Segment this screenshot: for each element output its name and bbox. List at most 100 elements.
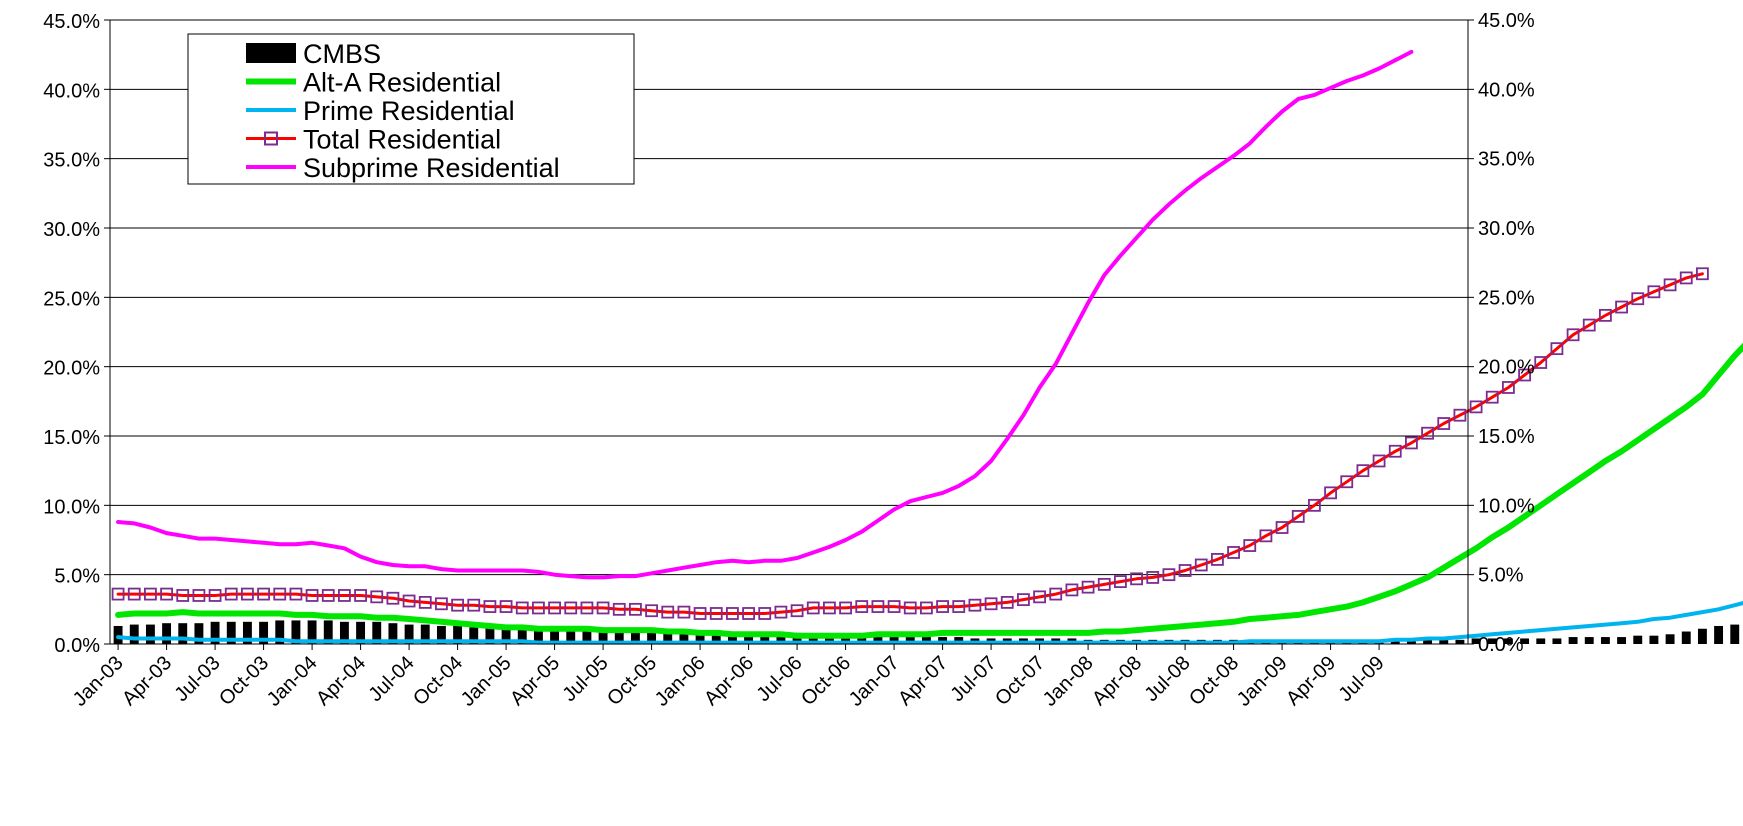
total-residential-marker bbox=[289, 587, 303, 601]
cmbs-bar bbox=[275, 620, 285, 644]
total-residential-marker bbox=[1324, 486, 1337, 500]
total-residential-marker bbox=[774, 605, 788, 619]
cmbs-bar bbox=[776, 632, 786, 644]
cmbs-bar bbox=[1649, 635, 1659, 644]
plot-frame bbox=[109, 19, 1469, 645]
cmbs-bar bbox=[630, 628, 640, 644]
cmbs-bar bbox=[663, 628, 673, 644]
prime-residential-line bbox=[116, 600, 1743, 645]
total-residential-marker bbox=[1097, 577, 1111, 591]
legend-label-alt-a-residential: Alt-A Residential bbox=[303, 68, 501, 98]
cmbs-bar bbox=[954, 637, 964, 644]
cmbs-bar bbox=[323, 620, 333, 644]
total-residential-marker bbox=[564, 601, 578, 615]
cmbs-bar bbox=[566, 627, 576, 644]
cmbs-bar bbox=[1503, 638, 1513, 644]
cmbs-bar bbox=[1536, 638, 1546, 644]
cmbs-bar bbox=[420, 624, 430, 644]
total-residential-marker bbox=[1437, 417, 1451, 430]
cmbs-bar bbox=[372, 621, 382, 644]
cmbs-bar bbox=[1471, 638, 1481, 644]
total-residential-marker bbox=[1291, 510, 1305, 523]
cmbs-bar bbox=[178, 623, 188, 644]
cmbs-bar bbox=[356, 621, 366, 644]
total-residential-marker bbox=[1696, 267, 1709, 281]
cmbs-bar bbox=[857, 635, 867, 644]
y2-tick-label: 20.0% bbox=[1478, 357, 1535, 379]
y-tick-label: 45.0% bbox=[43, 11, 100, 33]
total-residential-marker bbox=[402, 594, 416, 608]
total-residential-marker bbox=[192, 589, 206, 602]
total-residential-marker bbox=[338, 589, 351, 602]
y2-tick-label: 35.0% bbox=[1478, 149, 1535, 171]
total-residential-marker bbox=[386, 591, 400, 605]
y-tick-label: 15.0% bbox=[43, 427, 100, 449]
total-residential-marker bbox=[1340, 475, 1354, 489]
total-residential-marker bbox=[596, 601, 610, 615]
total-residential-marker bbox=[1372, 454, 1386, 468]
cmbs-bar bbox=[921, 637, 931, 644]
y2-tick-label: 45.0% bbox=[1478, 10, 1535, 32]
y2-tick-label: 15.0% bbox=[1478, 426, 1535, 448]
total-residential-marker bbox=[742, 607, 755, 620]
total-residential-marker bbox=[887, 600, 901, 613]
cmbs-bar bbox=[1423, 639, 1433, 644]
y2-tick-label: 0.0% bbox=[1478, 634, 1524, 656]
total-residential-marker bbox=[1162, 568, 1176, 582]
y-axis-left: 0.0% 5.0% 10.0% 15.0% 20.0% 25.0% 30.0% 35.0% 40… bbox=[43, 11, 110, 657]
cmbs-bar bbox=[210, 621, 220, 644]
total-residential-marker bbox=[709, 607, 723, 620]
total-residential-marker bbox=[1566, 328, 1580, 342]
cmbs-bar bbox=[1730, 624, 1740, 644]
total-residential-marker bbox=[241, 587, 254, 601]
total-residential-marker bbox=[1421, 426, 1434, 440]
legend-label-total-residential: Total Residential bbox=[303, 125, 501, 155]
cmbs-bar bbox=[339, 621, 349, 644]
cmbs-bar bbox=[501, 627, 511, 644]
subprime-residential-line bbox=[116, 49, 1414, 580]
total-residential-marker bbox=[451, 598, 464, 612]
total-residential-marker bbox=[1518, 368, 1531, 382]
cmbs-bar bbox=[760, 631, 770, 644]
total-residential-marker bbox=[1534, 356, 1548, 369]
total-residential-marker bbox=[1259, 529, 1273, 543]
total-residential-marker bbox=[839, 601, 852, 615]
total-residential-marker bbox=[661, 605, 675, 619]
y-tick-label: 40.0% bbox=[43, 80, 100, 102]
cmbs-bar bbox=[647, 628, 657, 644]
legend-marker-total-residential bbox=[264, 131, 278, 146]
total-residential-marker bbox=[1049, 587, 1063, 601]
cmbs-bar bbox=[1520, 638, 1530, 644]
cmbs-bar bbox=[727, 631, 737, 644]
cmbs-bar bbox=[695, 630, 705, 644]
y-tick-label: 35.0% bbox=[43, 150, 100, 172]
total-residential-marker bbox=[483, 600, 497, 613]
cmbs-bar bbox=[1584, 637, 1594, 644]
total-residential-marker bbox=[1065, 583, 1079, 597]
total-residential-marker bbox=[515, 601, 529, 615]
legend-label-subprime-residential: Subprime Residential bbox=[303, 153, 560, 183]
total-residential-marker bbox=[144, 587, 157, 601]
total-residential-marker bbox=[968, 598, 982, 612]
total-residential-marker bbox=[1081, 580, 1095, 594]
y-tick-label: 10.0% bbox=[43, 496, 100, 518]
total-residential-marker bbox=[160, 587, 173, 601]
cmbs-bar bbox=[1390, 639, 1400, 644]
cmbs-bar bbox=[905, 637, 915, 644]
total-residential-marker bbox=[1114, 575, 1127, 588]
cmbs-bar bbox=[889, 635, 899, 644]
total-residential-marker bbox=[1405, 436, 1418, 450]
total-residential-marker bbox=[645, 604, 658, 618]
cmbs-bar bbox=[485, 627, 495, 644]
total-residential-marker bbox=[1033, 590, 1046, 604]
total-residential-marker bbox=[1275, 521, 1289, 534]
total-residential-marker bbox=[1146, 571, 1160, 584]
legend-swatch-cmbs bbox=[246, 43, 296, 63]
total-residential-marker bbox=[1679, 271, 1693, 285]
total-residential-marker bbox=[693, 607, 707, 620]
cmbs-bar bbox=[1439, 639, 1449, 644]
total-residential-marker bbox=[1194, 558, 1208, 572]
total-residential-marker bbox=[435, 597, 448, 611]
alt-a-residential-line bbox=[115, 342, 1743, 639]
cmbs-bar bbox=[194, 623, 204, 644]
